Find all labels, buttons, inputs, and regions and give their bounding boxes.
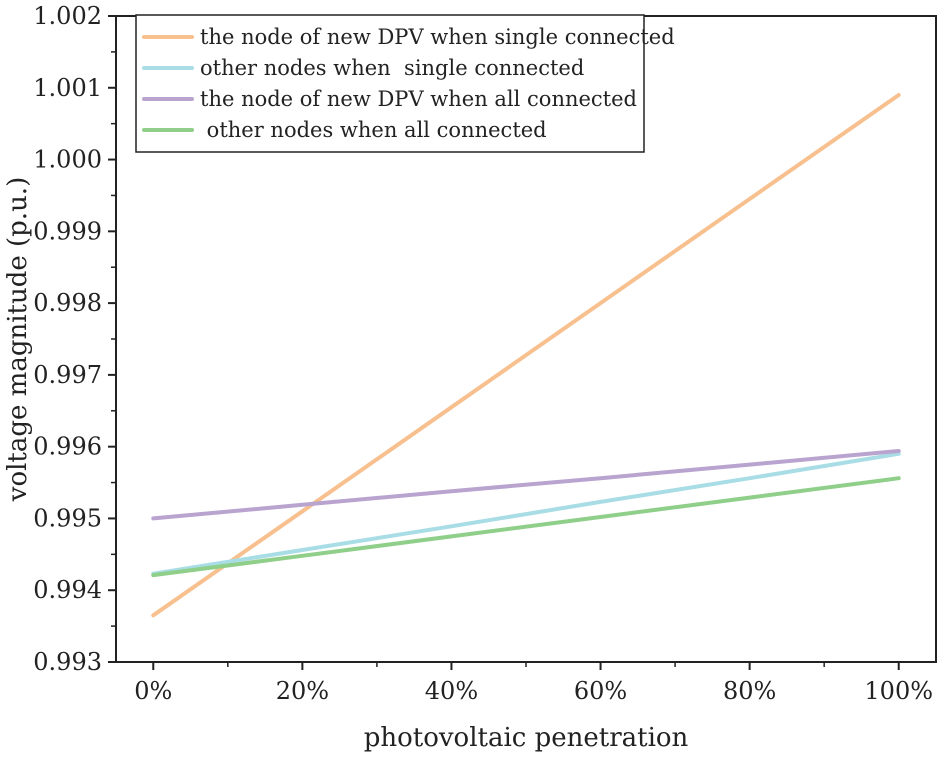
y-axis: 0.993 0.994 0.995 0.996 0.997 0.998 0.999 1.000…	[33, 2, 116, 676]
series-line-2	[151, 451, 901, 576]
y-tick-label: 1.002	[33, 2, 102, 30]
y-tick-label: 1.001	[33, 74, 102, 102]
legend: the node of new DPV when single connecte…	[135, 14, 675, 153]
series-layer	[151, 93, 901, 618]
x-tick-label: 80%	[723, 677, 776, 705]
y-tick-label: 0.994	[33, 576, 102, 604]
legend-label-4: other nodes when all connected	[200, 118, 547, 142]
legend-label-1: the node of new DPV when single connecte…	[200, 25, 675, 49]
x-tick-label: 0%	[134, 677, 172, 705]
x-tick-label: 100%	[864, 677, 933, 705]
x-axis-title: photovoltaic penetration	[364, 723, 689, 753]
series-line-1	[151, 93, 901, 618]
x-tick-label: 40%	[425, 677, 478, 705]
y-tick-label: 0.998	[33, 289, 102, 317]
series-line-3	[151, 449, 901, 521]
legend-box	[135, 14, 645, 153]
legend-label-2: other nodes when single connected	[200, 56, 584, 80]
x-tick-label: 20%	[276, 677, 329, 705]
legend-label-3: the node of new DPV when all connected	[200, 87, 637, 111]
y-tick-label: 0.993	[33, 648, 102, 676]
series-line-4	[151, 476, 901, 578]
y-tick-label: 0.995	[33, 504, 102, 532]
x-tick-label: 60%	[574, 677, 627, 705]
y-tick-label: 1.000	[33, 146, 102, 174]
y-tick-label: 0.997	[33, 361, 102, 389]
y-tick-label: 0.996	[33, 433, 102, 461]
y-tick-label: 0.999	[33, 217, 102, 245]
y-axis-title: voltage magnitude (p.u.)	[3, 177, 33, 502]
x-axis: 0% 20% 40% 60% 80% 100%	[134, 662, 933, 705]
